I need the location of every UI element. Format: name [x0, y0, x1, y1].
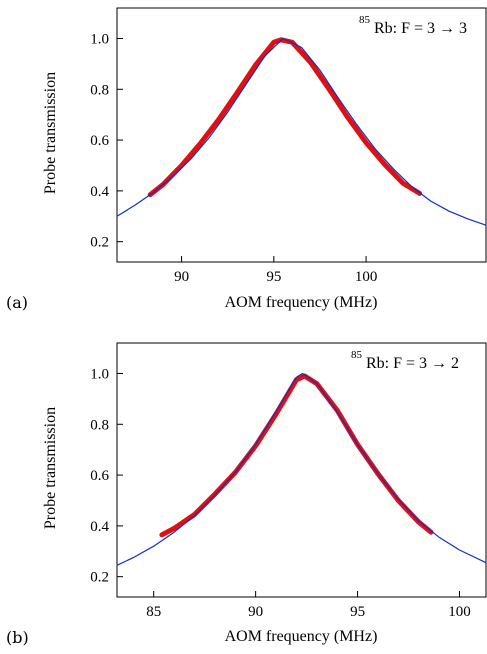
panel-label: (b) — [6, 628, 29, 647]
plot-frame — [116, 342, 487, 598]
y-tick-label: 0.6 — [90, 133, 109, 149]
x-axis-ticks: 90 95 100 — [174, 256, 377, 285]
annotation-text: Rb: F = 3 → 2 — [366, 355, 459, 372]
panel-a: 90 95 100 0.2 0.4 0.6 0.8 1.0 85 Rb: F = 3 → 3… — [6, 7, 487, 312]
y-tick-label: 0.2 — [90, 235, 109, 251]
y-tick-label: 0.8 — [90, 82, 109, 98]
y-tick-label: 0.6 — [90, 468, 109, 484]
x-tick-label: 95 — [350, 604, 365, 620]
y-tick-label: 0.4 — [90, 184, 109, 200]
y-axis-label: Probe transmission — [42, 407, 59, 529]
x-tick-label: 85 — [146, 604, 161, 620]
y-axis-ticks: 0.2 0.4 0.6 0.8 1.0 — [90, 31, 123, 251]
x-axis-label: AOM frequency (MHz) — [225, 628, 378, 645]
x-axis-ticks: 85 90 95 100 — [146, 591, 471, 620]
x-tick-label: 90 — [174, 269, 189, 285]
x-tick-label: 100 — [448, 604, 471, 620]
y-axis-label: Probe transmission — [42, 72, 59, 194]
fit-series-line — [116, 372, 487, 566]
fit-series-line — [116, 37, 487, 226]
y-axis-ticks: 0.2 0.4 0.6 0.8 1.0 — [90, 366, 123, 586]
annotation-text: Rb: F = 3 → 3 — [374, 20, 467, 37]
annotation-superscript: 85 — [351, 349, 363, 361]
data-series-line — [159, 373, 434, 538]
y-tick-label: 0.2 — [90, 570, 109, 586]
plot-frame — [116, 7, 487, 263]
series-layer — [116, 37, 487, 226]
annotation-superscript: 85 — [359, 14, 371, 26]
y-tick-label: 0.8 — [90, 417, 109, 433]
data-series-line — [147, 37, 423, 198]
y-tick-label: 1.0 — [90, 366, 109, 382]
panel-b: 85 90 95 100 0.2 0.4 0.6 0.8 1.0 85 Rb: F = 3 →… — [6, 342, 487, 647]
panel-label: (a) — [6, 293, 28, 312]
x-axis-label: AOM frequency (MHz) — [225, 294, 378, 311]
series-layer — [116, 372, 487, 566]
x-tick-label: 95 — [266, 269, 281, 285]
y-tick-label: 1.0 — [90, 31, 109, 47]
x-tick-label: 100 — [355, 269, 378, 285]
y-tick-label: 0.4 — [90, 519, 109, 535]
x-tick-label: 90 — [248, 604, 263, 620]
